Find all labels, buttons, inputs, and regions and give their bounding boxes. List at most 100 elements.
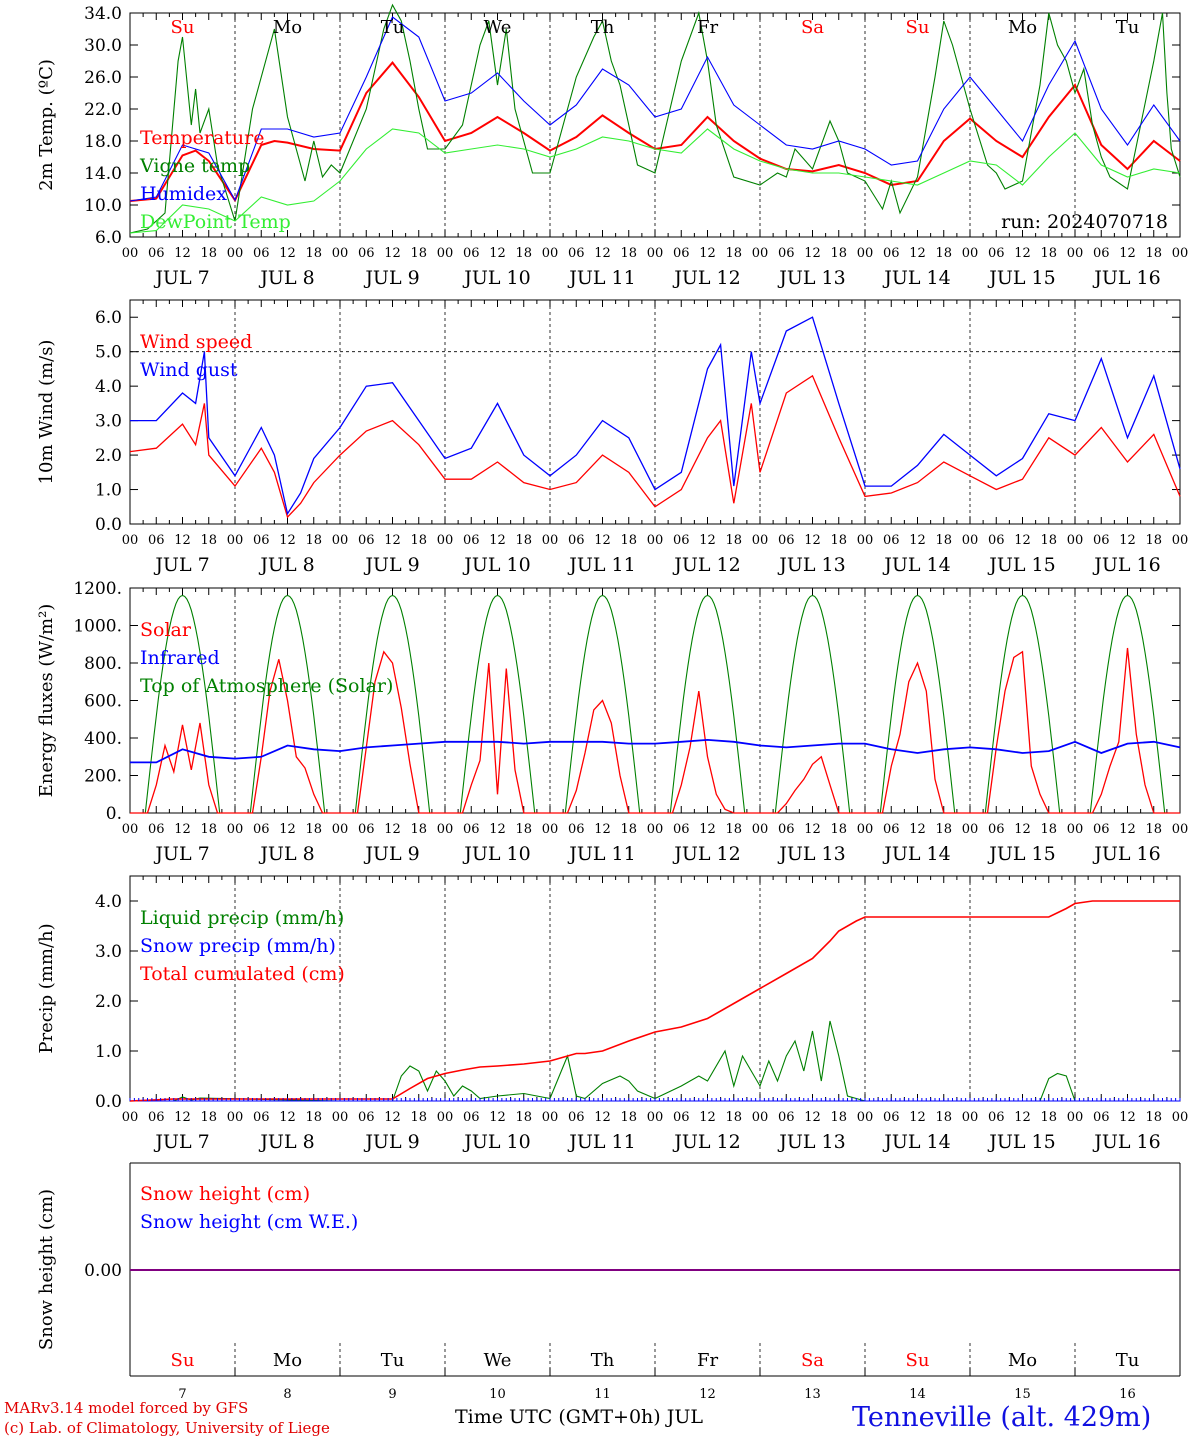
hour-tick-label: 00 xyxy=(1172,1110,1189,1125)
series-line-wind-gust xyxy=(130,316,1181,516)
hour-tick-label: 06 xyxy=(1093,822,1110,837)
date-label: JUL 14 xyxy=(882,1131,950,1153)
hour-tick-label: 00 xyxy=(1172,822,1189,837)
weekday-label: Sa xyxy=(801,17,824,38)
legend-label: DewPoint Temp xyxy=(140,211,291,233)
hour-tick-label: 12 xyxy=(699,1110,716,1125)
date-label: JUL 9 xyxy=(363,267,419,289)
date-label: JUL 11 xyxy=(567,843,635,865)
y-tick-label: 800. xyxy=(84,654,122,674)
weekday-label: Su xyxy=(906,1350,930,1371)
date-label: JUL 8 xyxy=(258,267,314,289)
hour-tick-label: 00 xyxy=(542,533,559,548)
hour-tick-label: 00 xyxy=(857,246,874,261)
hour-tick-label: 06 xyxy=(673,246,690,261)
hour-tick-label: 18 xyxy=(410,533,427,548)
hour-tick-label: 00 xyxy=(122,533,139,548)
hour-tick-label: 06 xyxy=(358,1110,375,1125)
date-label: JUL 16 xyxy=(1092,1131,1160,1153)
hour-tick-label: 18 xyxy=(515,246,532,261)
date-label: JUL 12 xyxy=(672,267,740,289)
hour-tick-label: 12 xyxy=(909,1110,926,1125)
model-label: MARv3.14 model forced by GFS xyxy=(4,1399,249,1417)
hour-tick-label: 00 xyxy=(437,533,454,548)
hour-tick-label: 18 xyxy=(305,1110,322,1125)
hour-tick-label: 00 xyxy=(962,1110,979,1125)
hour-tick-label: 12 xyxy=(1119,1110,1136,1125)
hour-tick-label: 06 xyxy=(883,533,900,548)
hour-tick-label: 00 xyxy=(752,1110,769,1125)
legend-label: Solar xyxy=(140,619,192,641)
day-number-label: 12 xyxy=(699,1387,716,1402)
panel-frame xyxy=(129,12,1181,238)
hour-tick-label: 12 xyxy=(909,246,926,261)
hour-tick-label: 18 xyxy=(725,246,742,261)
weekday-label: Fr xyxy=(697,1350,718,1371)
hour-tick-label: 00 xyxy=(227,822,244,837)
y-tick-label: 0.0 xyxy=(95,515,122,535)
legend-label: Snow precip (mm/h) xyxy=(140,935,336,957)
hour-tick-label: 18 xyxy=(1040,246,1057,261)
hour-tick-label: 00 xyxy=(122,246,139,261)
hour-tick-label: 12 xyxy=(804,822,821,837)
hour-tick-label: 12 xyxy=(1014,822,1031,837)
legend-label: Humidex xyxy=(140,183,227,205)
hour-tick-label: 00 xyxy=(647,822,664,837)
hour-tick-label: 06 xyxy=(883,822,900,837)
date-label: JUL 9 xyxy=(363,554,419,576)
hour-tick-label: 00 xyxy=(857,1110,874,1125)
hour-tick-label: 06 xyxy=(253,533,270,548)
credit-label: (c) Lab. of Climatology, University of L… xyxy=(4,1419,330,1437)
hour-tick-label: 12 xyxy=(174,1110,191,1125)
date-label: JUL 16 xyxy=(1092,843,1160,865)
date-label: JUL 15 xyxy=(987,554,1055,576)
weekday-label: Tu xyxy=(381,17,405,38)
hour-tick-label: 12 xyxy=(279,1110,296,1125)
y-tick-label: 6.0 xyxy=(95,308,122,328)
hour-tick-label: 06 xyxy=(148,822,165,837)
hour-tick-label: 18 xyxy=(200,822,217,837)
hour-tick-label: 12 xyxy=(384,1110,401,1125)
y-tick-label: 34.0 xyxy=(84,4,122,24)
day-number-label: 10 xyxy=(489,1387,506,1402)
hour-tick-label: 00 xyxy=(332,1110,349,1125)
y-tick-label: 6.0 xyxy=(95,228,122,248)
legend-label: Total cumulated (cm) xyxy=(140,963,345,985)
hour-tick-label: 18 xyxy=(200,246,217,261)
series-line-liquid-precip-mm-h- xyxy=(130,1020,1180,1102)
hour-tick-label: 06 xyxy=(778,822,795,837)
series-line-vigne-temp xyxy=(129,3,1181,234)
hour-tick-label: 06 xyxy=(883,1110,900,1125)
hour-tick-label: 00 xyxy=(437,1110,454,1125)
hour-tick-label: 00 xyxy=(857,533,874,548)
date-label: JUL 15 xyxy=(987,843,1055,865)
date-label: JUL 9 xyxy=(363,843,419,865)
hour-tick-label: 12 xyxy=(489,1110,506,1125)
day-number-label: 8 xyxy=(283,1387,291,1402)
hour-tick-label: 18 xyxy=(1145,533,1162,548)
hour-tick-label: 18 xyxy=(935,822,952,837)
y-tick-label: 200. xyxy=(84,767,122,787)
date-label: JUL 14 xyxy=(882,554,950,576)
day-number-label: 13 xyxy=(804,1387,821,1402)
hour-tick-label: 18 xyxy=(200,1110,217,1125)
date-label: JUL 8 xyxy=(258,843,314,865)
hour-tick-label: 12 xyxy=(909,533,926,548)
hour-tick-label: 18 xyxy=(200,533,217,548)
hour-tick-label: 06 xyxy=(463,246,480,261)
date-label: JUL 15 xyxy=(987,267,1055,289)
hour-tick-label: 00 xyxy=(437,822,454,837)
hour-tick-label: 12 xyxy=(804,246,821,261)
date-label: JUL 7 xyxy=(153,554,209,576)
weekday-label: Tu xyxy=(381,1350,405,1371)
hour-tick-label: 18 xyxy=(935,533,952,548)
hour-tick-label: 00 xyxy=(962,822,979,837)
hour-tick-label: 18 xyxy=(725,822,742,837)
hour-tick-label: 06 xyxy=(778,1110,795,1125)
date-label: JUL 13 xyxy=(777,267,845,289)
date-label: JUL 10 xyxy=(462,1131,530,1153)
y-axis-label: 2m Temp. (ºC) xyxy=(36,59,57,191)
date-label: JUL 10 xyxy=(462,554,530,576)
y-tick-label: 0.00 xyxy=(84,1261,122,1281)
